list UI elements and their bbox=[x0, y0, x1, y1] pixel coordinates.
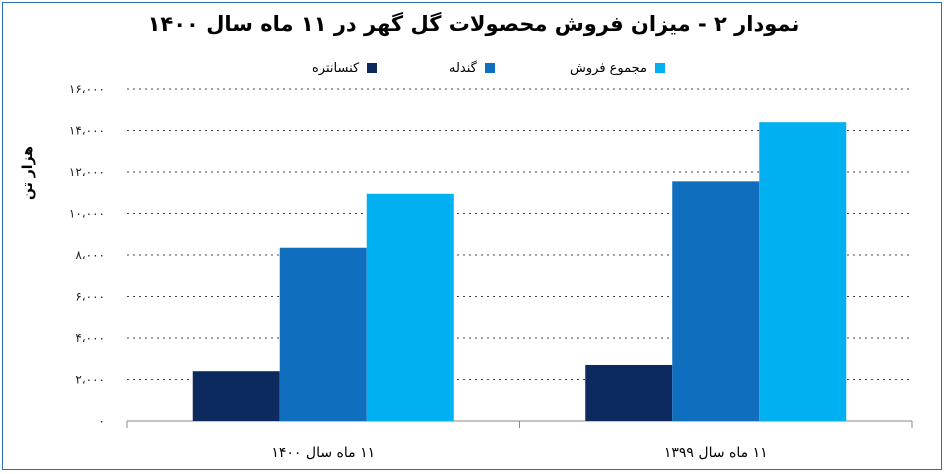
bar bbox=[672, 181, 760, 421]
legend-swatch-total bbox=[655, 63, 666, 73]
x-category-label: ۱۱ ماه سال ۱۳۹۹ bbox=[664, 445, 768, 461]
chart-legend: کنسانتره گندله مجموع فروش bbox=[0, 58, 947, 78]
bar bbox=[759, 122, 847, 421]
legend-swatch-pellet bbox=[484, 63, 495, 73]
legend-item-total: مجموع فروش bbox=[570, 58, 666, 78]
y-tick-label: ۱۲،۰۰۰ bbox=[69, 165, 105, 179]
y-tick-label: ۲،۰۰۰ bbox=[75, 373, 105, 387]
bar bbox=[192, 371, 280, 421]
legend-item-pellet: گندله bbox=[449, 58, 495, 78]
y-tick-label: ۱۰،۰۰۰ bbox=[69, 207, 105, 221]
y-tick-label: ۰ bbox=[99, 414, 105, 428]
legend-swatch-concentrate bbox=[367, 63, 378, 73]
legend-label-concentrate: کنسانتره bbox=[312, 60, 360, 76]
chart-title: نمودار ۲ - میزان فروش محصولات گل گهر در … bbox=[147, 12, 800, 36]
y-tick-label: ۴،۰۰۰ bbox=[75, 331, 105, 345]
bar bbox=[279, 247, 367, 421]
bar bbox=[366, 193, 454, 421]
y-tick-label: ۸،۰۰۰ bbox=[75, 248, 105, 262]
x-category-label: ۱۱ ماه سال ۱۴۰۰ bbox=[271, 445, 375, 461]
y-tick-label: ۱۶،۰۰۰ bbox=[69, 82, 105, 96]
y-tick-label: ۱۴،۰۰۰ bbox=[69, 124, 105, 138]
y-tick-label: ۶،۰۰۰ bbox=[75, 290, 105, 304]
legend-label-total: مجموع فروش bbox=[570, 60, 648, 76]
legend-item-concentrate: کنسانتره bbox=[312, 58, 378, 78]
bar bbox=[585, 364, 673, 421]
legend-label-pellet: گندله bbox=[449, 60, 477, 76]
